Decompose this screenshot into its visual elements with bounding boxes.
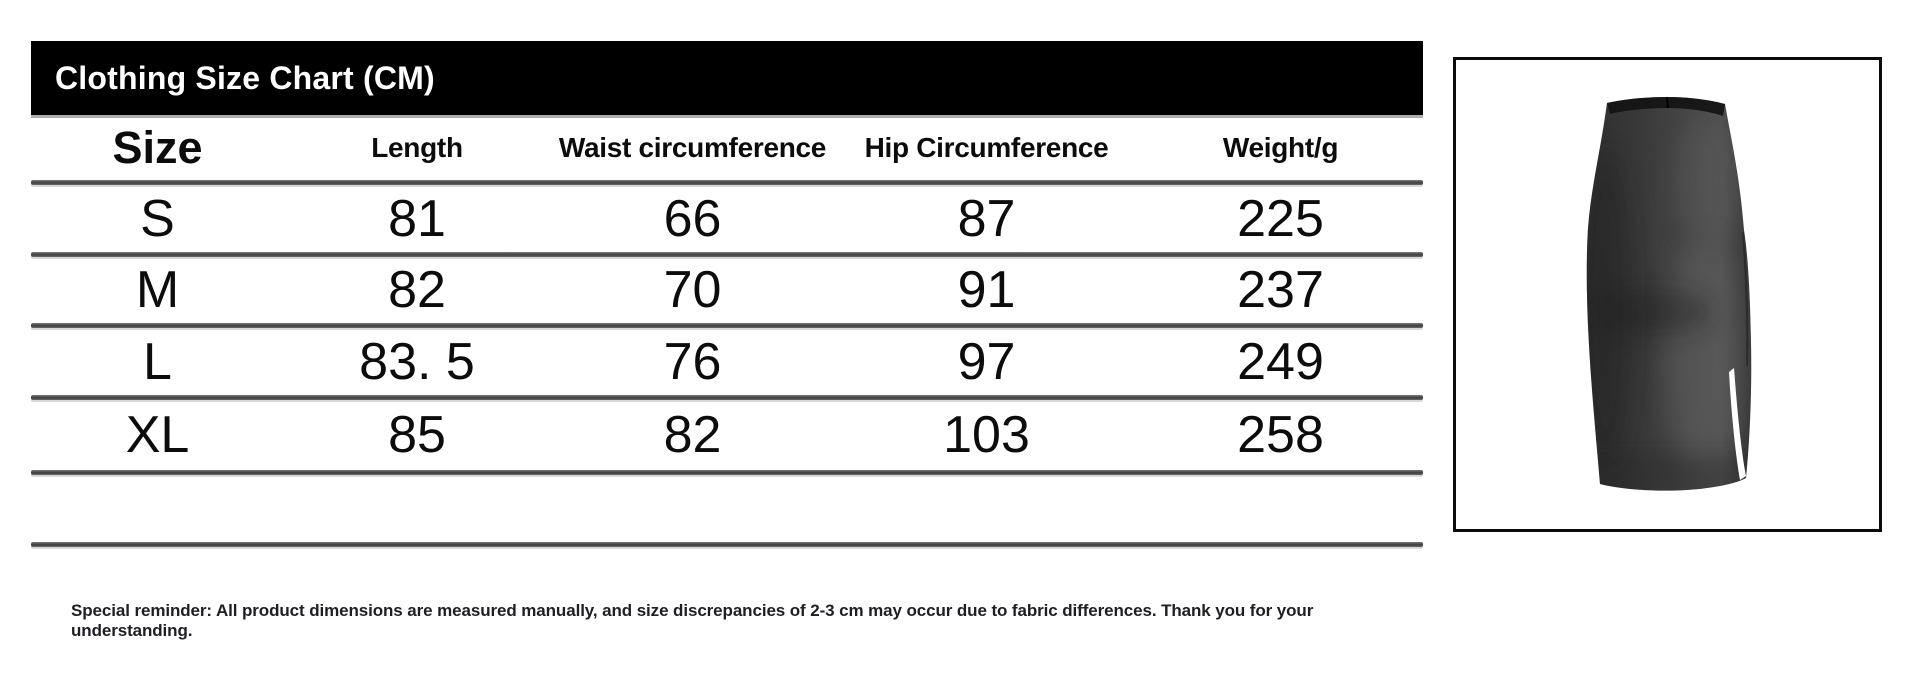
column-header-size: Size [112,121,203,173]
size-cell: M [135,261,180,319]
length-cell: 82 [388,261,446,319]
disclaimer-note: Special reminder: All product dimensions… [71,601,1314,640]
length-cell: 81 [388,189,446,248]
table-divider [31,252,1423,257]
weight-cell: 237 [1237,261,1324,319]
table-header-row: Size Length Waist circumference Hip Circ… [31,115,1423,180]
table-divider [31,323,1423,328]
table-row-xl: XL 85 82 103 258 [31,400,1423,470]
table-row-m: M 82 70 91 237 [31,257,1423,323]
hip-cell: 103 [943,406,1030,464]
hip-cell: 91 [957,261,1016,319]
column-header-hip: Hip Circumference [864,131,1109,163]
column-header-length: Length [371,131,463,163]
table-divider [31,470,1423,475]
waist-cell: 82 [663,406,722,464]
table-divider [31,395,1423,400]
column-header-waist: Waist circumference [558,131,827,163]
table-divider [31,180,1423,185]
size-cell: XL [125,406,190,464]
chart-title: Clothing Size Chart (CM) [55,59,435,96]
size-cell: L [143,332,172,391]
waist-cell: 70 [663,261,722,319]
hip-cell: 87 [957,189,1016,248]
waist-cell: 66 [663,189,722,248]
table-row-s: S 81 66 87 225 [31,185,1423,252]
hip-cell: 97 [957,332,1016,391]
size-chart-section: Clothing Size Chart (CM) Size Length Wai… [31,41,1423,547]
black-pencil-skirt-image [1586,96,1752,491]
length-cell: 85 [388,406,446,464]
weight-cell: 249 [1237,332,1324,391]
waist-cell: 76 [663,332,722,391]
table-row-l: L 83. 5 76 97 249 [31,328,1423,395]
size-cell: S [140,189,175,248]
table-empty-row [31,475,1423,542]
length-cell: 83. 5 [359,332,475,391]
weight-cell: 225 [1237,189,1324,248]
chart-title-bar: Clothing Size Chart (CM) [31,41,1423,115]
weight-cell: 258 [1237,406,1324,464]
product-image-frame [1453,57,1882,532]
column-header-weight: Weight/g [1222,131,1339,163]
table-divider [31,542,1423,547]
